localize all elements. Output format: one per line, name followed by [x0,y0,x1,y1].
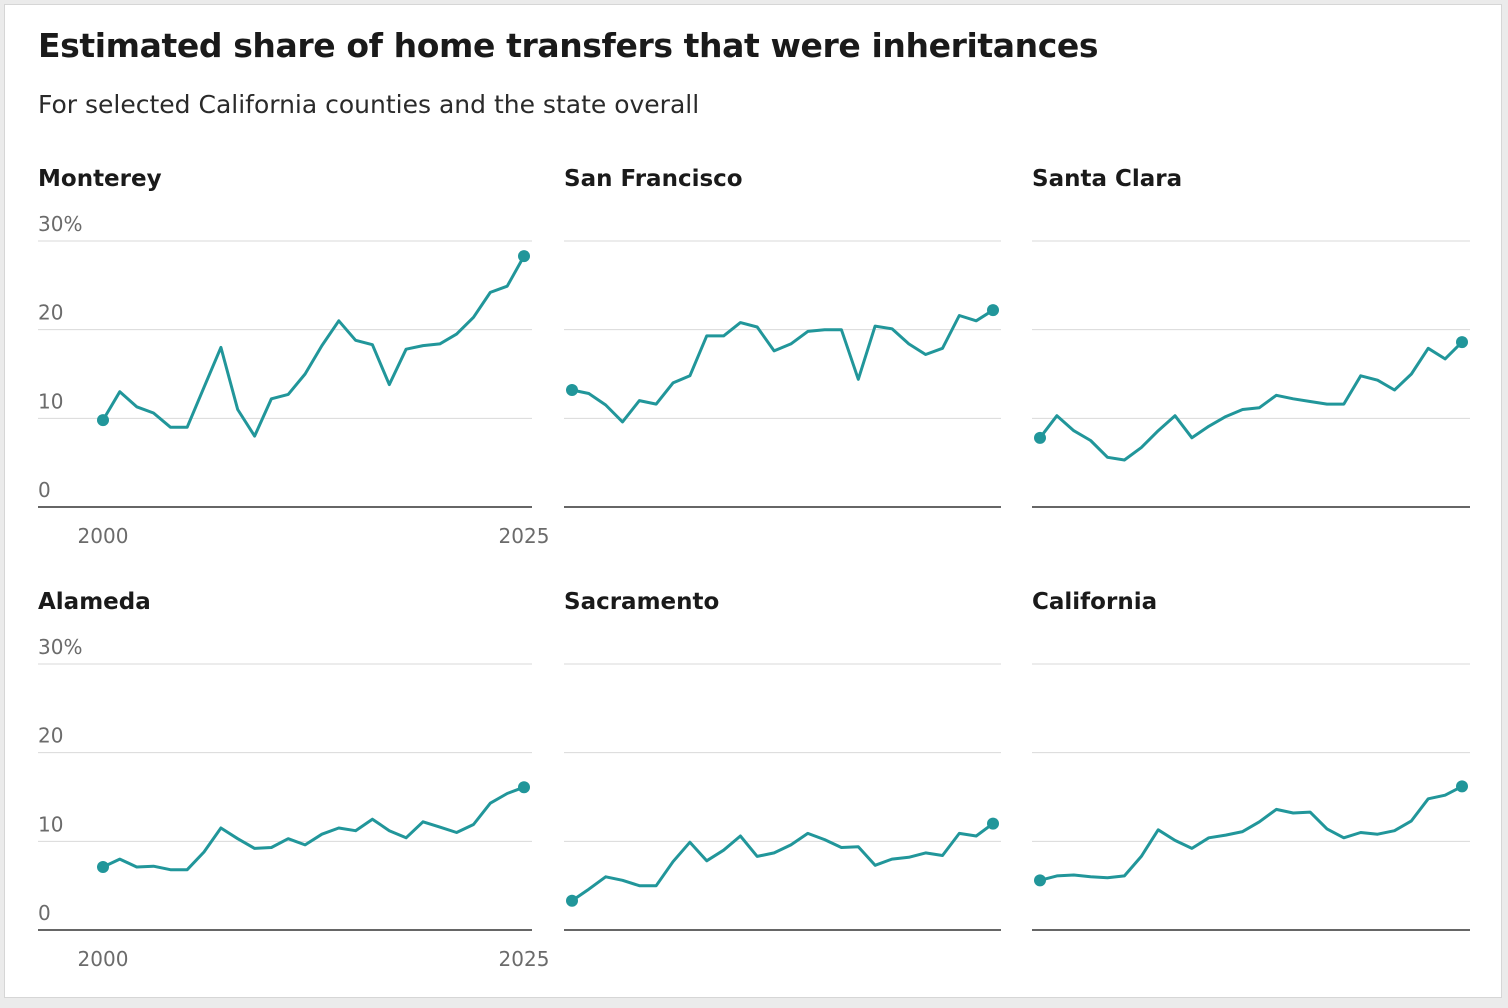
panel-alameda: Alameda 0 10 20 30% 2000 2025 [38,589,549,971]
panel-california: California [1032,589,1470,931]
y-tick-label: 10 [38,812,63,836]
end-point [1456,336,1468,349]
series-line [570,822,995,903]
end-point [987,304,999,317]
x-tick-label: 2025 [499,524,550,548]
panel-sacramento: Sacramento [564,589,1001,931]
start-point [1034,431,1046,444]
panel-title: Sacramento [564,589,719,615]
x-tick-label: 2000 [78,947,129,971]
y-tick-label: 0 [38,901,51,925]
series-line [1038,784,1464,882]
y-tick-label: 30% [38,212,82,236]
y-tick-label: 20 [38,301,63,325]
y-tick-label: 20 [38,724,63,748]
end-point [987,817,999,830]
series-line [570,308,995,424]
start-point [97,861,109,874]
panel-title: Alameda [38,589,151,615]
end-point [1456,780,1468,793]
x-tick-label: 2000 [78,524,129,548]
panel-san-francisco: San Francisco [564,166,1001,508]
panel-title: Monterey [38,166,162,192]
chart-title: Estimated share of home transfers that w… [38,26,1099,65]
start-point [566,894,578,907]
series-line [1038,340,1464,462]
start-point [566,383,578,396]
y-tick-label: 10 [38,389,63,413]
panel-monterey: Monterey 0 10 20 30% 2000 2025 [38,166,549,548]
chart-subtitle: For selected California counties and the… [38,90,700,119]
panel-title: Santa Clara [1032,166,1182,192]
panel-santa-clara: Santa Clara [1032,166,1470,508]
y-tick-label: 0 [38,478,51,502]
chart-card [4,4,1502,998]
series-line [101,785,526,872]
start-point [1034,874,1046,887]
end-point [518,781,530,794]
series-line [101,254,526,438]
x-tick-label: 2025 [499,947,550,971]
y-tick-label: 30% [38,635,82,659]
start-point [97,414,109,427]
panel-title: San Francisco [564,166,743,192]
end-point [518,250,530,263]
panel-title: California [1032,589,1157,615]
